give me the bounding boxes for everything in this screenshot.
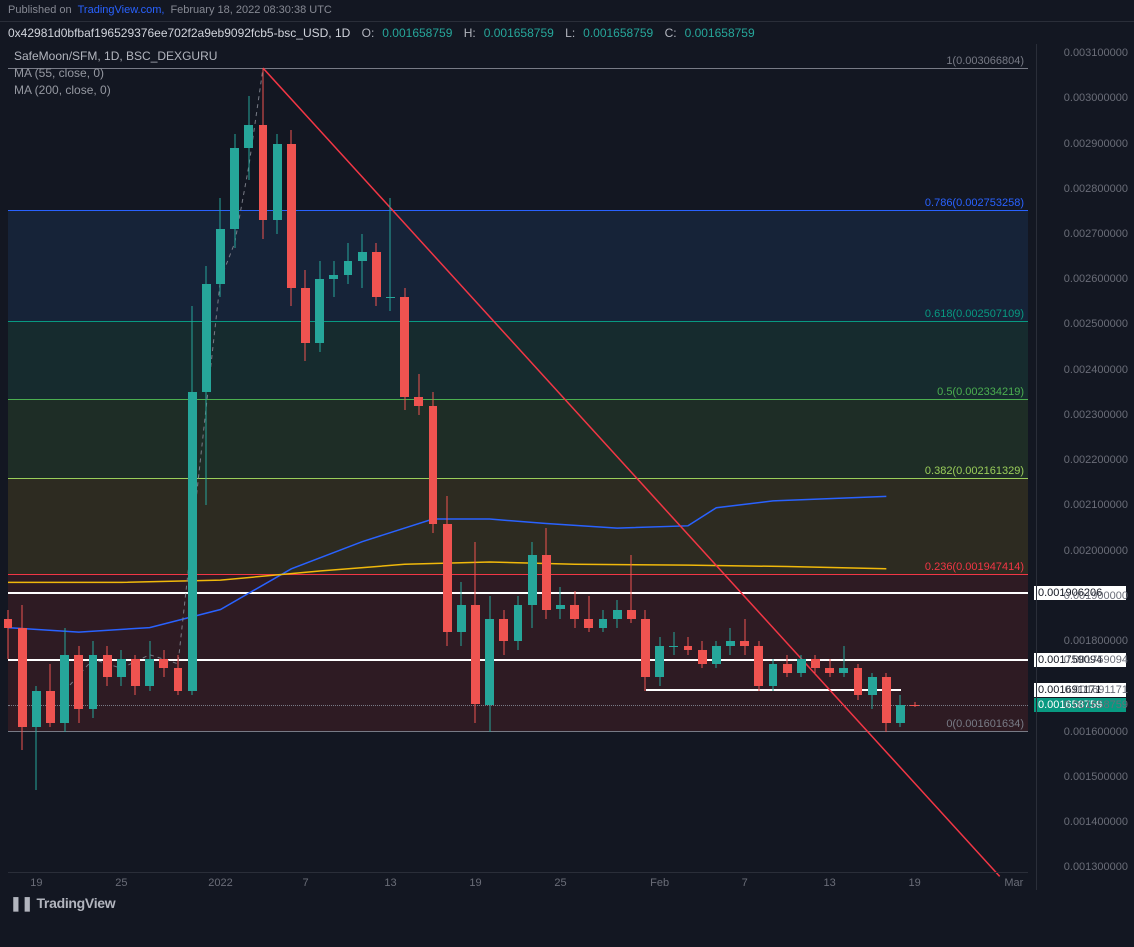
publish-site: TradingView.com, <box>78 4 165 17</box>
x-tick: 2022 <box>208 877 232 889</box>
y-tick: 0.002000000 <box>1064 545 1128 557</box>
x-tick: 19 <box>30 877 42 889</box>
y-tick: 0.001658759 <box>1064 699 1128 711</box>
fib-line <box>8 321 1028 322</box>
y-tick: 0.002900000 <box>1064 138 1128 150</box>
x-tick: 7 <box>302 877 308 889</box>
plot-area[interactable]: SafeMoon/SFM, 1D, BSC_DEXGURU MA (55, cl… <box>8 44 1028 890</box>
y-tick: 0.001900000 <box>1064 590 1128 602</box>
fib-zone <box>8 399 1028 477</box>
ohlc-header: 0x42981d0bfbaf196529376ee702f2a9eb9092fc… <box>0 22 1134 44</box>
y-tick: 0.001500000 <box>1064 771 1128 783</box>
legend-ma200: MA (200, close, 0) <box>14 82 217 99</box>
y-tick: 0.002100000 <box>1064 499 1128 511</box>
l-label: L: <box>565 26 575 40</box>
y-tick: 0.003000000 <box>1064 92 1128 104</box>
y-tick: 0.001800000 <box>1064 635 1128 647</box>
l-value: 0.001658759 <box>583 26 653 40</box>
c-value: 0.001658759 <box>685 26 755 40</box>
chart-container[interactable]: SafeMoon/SFM, 1D, BSC_DEXGURU MA (55, cl… <box>0 44 1134 916</box>
x-tick: 19 <box>469 877 481 889</box>
fib-label: 0.5(0.002334219) <box>937 386 1024 398</box>
publish-prefix: Published on <box>8 4 72 17</box>
publish-bar: Published on TradingView.com, February 1… <box>0 0 1134 22</box>
c-label: C: <box>665 26 677 40</box>
y-tick: 0.002800000 <box>1064 183 1128 195</box>
x-tick: 13 <box>384 877 396 889</box>
fib-label: 0.236(0.001947414) <box>925 561 1024 573</box>
time-axis[interactable]: 19 25 2022 7 13 19 25 Feb 7 13 19 Mar <box>8 872 1028 892</box>
fib-zone <box>8 321 1028 399</box>
fib-zone <box>8 478 1028 575</box>
fib-line <box>8 478 1028 479</box>
legend-symbol: SafeMoon/SFM, 1D, BSC_DEXGURU <box>14 48 217 65</box>
fib-label: 0.382(0.002161329) <box>925 465 1024 477</box>
fib-line <box>8 210 1028 211</box>
symbol-name: 0x42981d0bfbaf196529376ee702f2a9eb9092fc… <box>8 26 350 40</box>
y-tick: 0.002700000 <box>1064 228 1128 240</box>
y-tick: 0.002500000 <box>1064 318 1128 330</box>
y-tick: 0.002200000 <box>1064 454 1128 466</box>
x-tick: 25 <box>554 877 566 889</box>
x-tick: 19 <box>909 877 921 889</box>
x-tick: Feb <box>650 877 669 889</box>
publish-time: February 18, 2022 08:30:38 UTC <box>170 4 331 17</box>
fib-line <box>8 574 1028 575</box>
x-tick: Mar <box>1004 877 1023 889</box>
h-label: H: <box>464 26 476 40</box>
o-value: 0.001658759 <box>382 26 452 40</box>
fib-label: 1(0.003066804) <box>946 55 1024 67</box>
h-value: 0.001658759 <box>484 26 554 40</box>
y-tick: 0.002400000 <box>1064 364 1128 376</box>
price-axis[interactable]: 0.003100000 0.003000000 0.002900000 0.00280… <box>1036 44 1134 890</box>
y-tick: 0.001300000 <box>1064 861 1128 873</box>
x-tick: 7 <box>742 877 748 889</box>
x-tick: 13 <box>824 877 836 889</box>
horizontal-line[interactable] <box>8 592 1028 594</box>
legend: SafeMoon/SFM, 1D, BSC_DEXGURU MA (55, cl… <box>14 48 217 99</box>
fib-line <box>8 731 1028 732</box>
y-tick: 0.002300000 <box>1064 409 1128 421</box>
fib-label: 0.618(0.002507109) <box>925 308 1024 320</box>
o-label: O: <box>362 26 375 40</box>
fib-label: 0.786(0.002753258) <box>925 197 1024 209</box>
tradingview-logo: ❚❚ TradingView <box>10 895 115 912</box>
y-tick: 0.001691171 <box>1065 684 1128 696</box>
fib-zone <box>8 210 1028 321</box>
x-tick: 25 <box>115 877 127 889</box>
current-price-line <box>8 705 1028 706</box>
y-tick: 0.003100000 <box>1064 47 1128 59</box>
y-tick: 0.002600000 <box>1064 273 1128 285</box>
legend-ma55: MA (55, close, 0) <box>14 65 217 82</box>
y-tick: 0.001600000 <box>1064 726 1128 738</box>
fib-line <box>8 399 1028 400</box>
y-tick: 0.001400000 <box>1064 816 1128 828</box>
fib-label: 0(0.001601634) <box>946 718 1024 730</box>
y-tick: 0.001759094 <box>1064 654 1128 666</box>
